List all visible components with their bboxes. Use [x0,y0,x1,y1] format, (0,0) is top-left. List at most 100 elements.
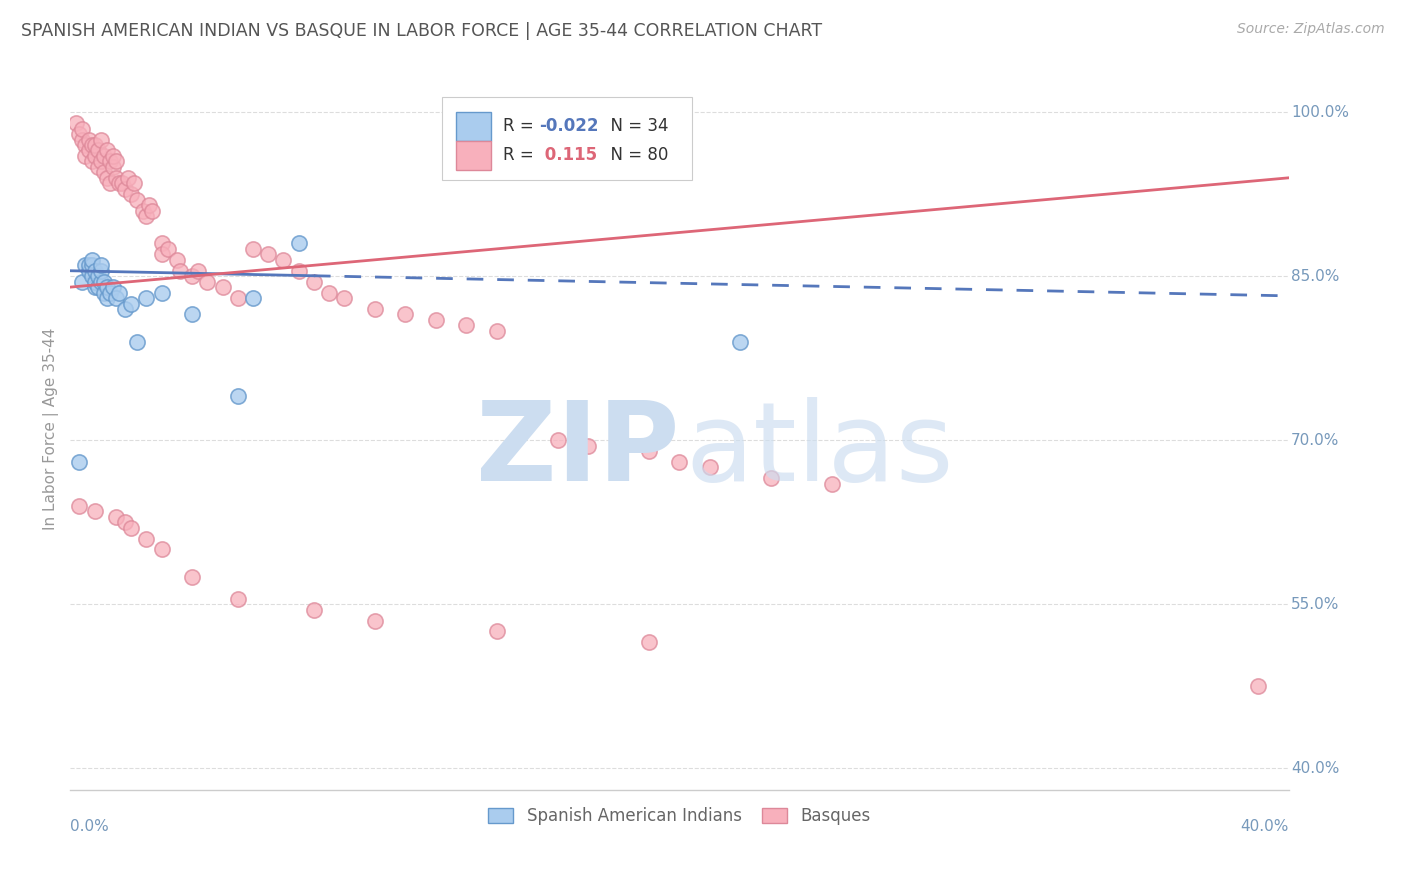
Point [730,334,752,349]
Point [1247,679,1270,693]
Point [96,291,118,305]
Point [101,149,124,163]
Point [318,285,340,300]
Point [485,624,508,639]
Point [80,252,103,267]
Point [485,324,508,338]
Point [138,198,160,212]
Point [98,154,121,169]
Point [169,264,191,278]
Point [80,269,103,284]
Point [83,264,105,278]
Point [83,504,105,518]
Point [226,591,249,606]
Point [104,154,127,169]
Point [150,247,173,261]
Point [394,308,416,322]
Text: N = 80: N = 80 [600,146,669,164]
Point [72,275,94,289]
Point [96,144,118,158]
Point [547,433,569,447]
Point [93,165,115,179]
Point [98,176,121,190]
Point [364,301,387,316]
Point [104,509,127,524]
Point [638,444,661,458]
Bar [457,141,491,169]
Point [75,258,97,272]
Text: atlas: atlas [686,397,955,504]
Point [75,138,97,153]
Point [83,275,105,289]
Point [576,439,599,453]
Point [86,144,108,158]
Point [135,291,157,305]
Bar [457,112,491,141]
Point [127,334,149,349]
Point [72,132,94,146]
Point [181,570,204,584]
Text: ZIP: ZIP [477,397,679,504]
FancyBboxPatch shape [441,97,692,180]
Point [67,499,90,513]
Point [242,291,264,305]
Point [187,264,209,278]
Point [86,160,108,174]
Point [135,532,157,546]
Point [122,176,145,190]
Point [132,203,155,218]
Point [90,258,112,272]
Point [93,275,115,289]
Point [67,455,90,469]
Point [150,542,173,557]
Text: 70.0%: 70.0% [1291,433,1340,448]
Y-axis label: In Labor Force | Age 35-44: In Labor Force | Age 35-44 [44,328,59,531]
Point [65,116,87,130]
Text: 85.0%: 85.0% [1291,268,1340,284]
Text: R =: R = [503,117,538,136]
Point [72,121,94,136]
Point [90,264,112,278]
Point [83,149,105,163]
Point [104,291,127,305]
Point [90,132,112,146]
Point [181,269,204,284]
Point [120,296,142,310]
Point [114,301,136,316]
Point [242,242,264,256]
Point [456,318,478,333]
Point [821,476,844,491]
Point [287,236,309,251]
Text: Source: ZipAtlas.com: Source: ZipAtlas.com [1237,22,1385,37]
Point [75,149,97,163]
Point [114,515,136,529]
Point [93,285,115,300]
Point [195,275,218,289]
Point [86,269,108,284]
Point [77,258,100,272]
Text: 40.0%: 40.0% [1291,761,1340,775]
Text: SPANISH AMERICAN INDIAN VS BASQUE IN LABOR FORCE | AGE 35-44 CORRELATION CHART: SPANISH AMERICAN INDIAN VS BASQUE IN LAB… [21,22,823,40]
Point [364,614,387,628]
Text: N = 34: N = 34 [600,117,669,136]
Point [117,170,139,185]
Point [120,187,142,202]
Point [80,154,103,169]
Point [211,280,233,294]
Text: R =: R = [503,146,538,164]
Point [101,280,124,294]
Legend: Spanish American Indians, Basques: Spanish American Indians, Basques [482,801,877,832]
Point [96,170,118,185]
Point [67,127,90,141]
Point [104,170,127,185]
Point [181,308,204,322]
Text: -0.022: -0.022 [540,117,599,136]
Point [83,280,105,294]
Point [302,275,325,289]
Text: 55.0%: 55.0% [1291,597,1340,612]
Point [77,144,100,158]
Point [108,285,131,300]
Point [77,264,100,278]
Text: 0.115: 0.115 [540,146,598,164]
Point [96,280,118,294]
